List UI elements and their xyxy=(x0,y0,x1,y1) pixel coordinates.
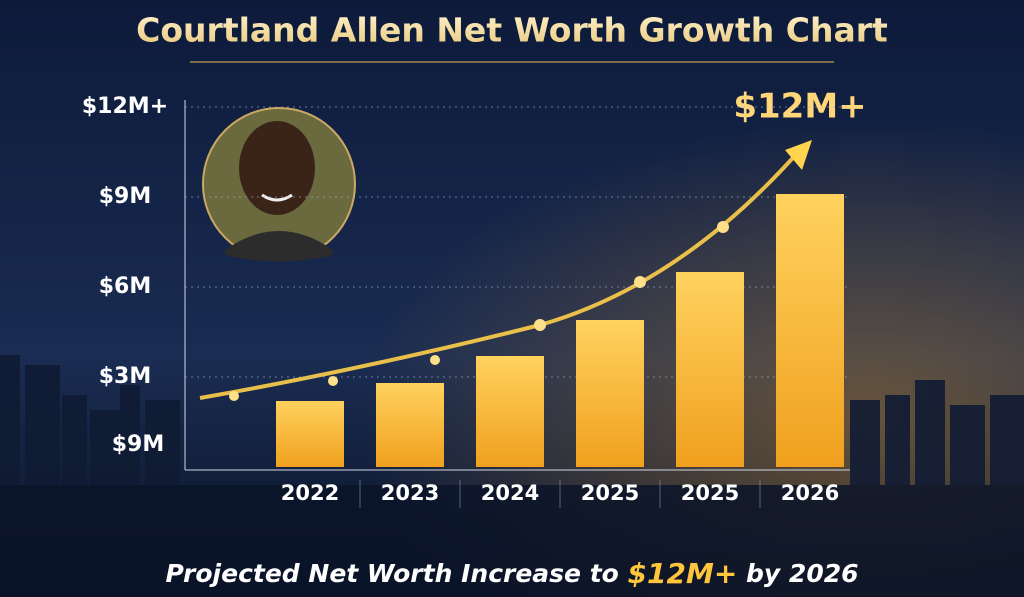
y-tick-label: $12M+ xyxy=(82,94,168,119)
x-tick-label: 2022 xyxy=(281,481,339,505)
x-tick-label: 2025 xyxy=(681,481,739,505)
caption-highlight: $12M+ xyxy=(628,557,738,590)
bar xyxy=(276,401,344,467)
y-tick-label: $9M xyxy=(99,184,152,209)
bar xyxy=(376,383,444,467)
x-tick-label: 2026 xyxy=(781,481,839,505)
caption-part: Projected Net Worth Increase to xyxy=(165,559,627,588)
arrow-head xyxy=(785,140,812,170)
skyline xyxy=(0,355,1024,485)
bar xyxy=(776,194,844,467)
chart-title: Courtland Allen Net Worth Growth Chart xyxy=(136,11,888,50)
water xyxy=(0,485,1024,597)
bar xyxy=(476,356,544,467)
bar xyxy=(576,320,644,467)
portrait xyxy=(202,107,356,262)
caption-part: by 2026 xyxy=(737,559,858,588)
x-tick-label: 2023 xyxy=(381,481,439,505)
trend-dots xyxy=(229,221,729,401)
x-tick-label: 2024 xyxy=(481,481,539,505)
x-tick-label: 2025 xyxy=(581,481,639,505)
y-axis-bottom-label: $9M xyxy=(112,432,165,457)
y-tick-label: $6M xyxy=(99,274,152,299)
bar xyxy=(676,272,744,467)
y-tick-label: $3M xyxy=(99,364,152,389)
caption: Projected Net Worth Increase to $12M+ by… xyxy=(165,557,858,590)
